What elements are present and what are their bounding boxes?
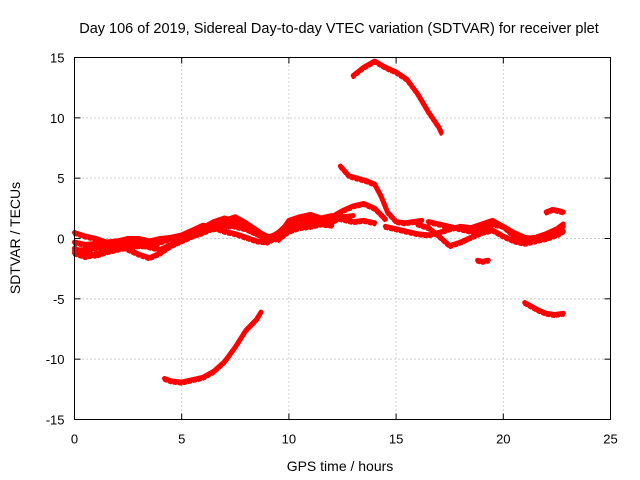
y-tick-label: 10 [50, 111, 64, 126]
x-axis-label: GPS time / hours [287, 458, 394, 474]
y-tick-label: -5 [53, 292, 65, 307]
series-line-arc-n [543, 207, 566, 215]
y-tick-label: -10 [46, 352, 65, 367]
y-tick-label: -15 [46, 413, 65, 428]
series-marks-arc-h [338, 166, 424, 227]
x-tick-label: 10 [282, 432, 296, 447]
x-tick-label: 0 [71, 432, 78, 447]
series-marks-arc-k [426, 222, 565, 242]
x-tick-label: 15 [389, 432, 403, 447]
series-line-arc-l [475, 257, 491, 264]
series-marks-arc-l [476, 260, 490, 265]
x-tick-label: 20 [496, 432, 510, 447]
x-tick-label: 25 [603, 432, 617, 447]
series-marks-arc-f [163, 312, 263, 386]
series-marks-arc-n [544, 210, 565, 216]
series-marks-arc-m [523, 303, 565, 318]
series-marks-arc-g [351, 61, 443, 136]
chart-title: Day 106 of 2019, Sidereal Day-to-day VTE… [79, 21, 599, 37]
series-layer [72, 58, 566, 386]
series-line-arc-k [425, 219, 566, 241]
y-tick-label: 0 [57, 232, 64, 247]
x-tick-label: 5 [178, 432, 185, 447]
series-line-arc-m [522, 300, 566, 317]
series-marks-arc-e [73, 217, 334, 253]
y-tick-label: 15 [50, 51, 64, 66]
series-marks-arc-j [416, 224, 565, 250]
y-axis-label: SDTVAR / TECUs [7, 182, 23, 294]
series-line-arc-e [72, 214, 335, 252]
y-tick-label: 5 [57, 171, 64, 186]
tick-layer: 0 5 10 15 20 25 -15 -10 -5 0 5 10 15 [46, 51, 618, 447]
